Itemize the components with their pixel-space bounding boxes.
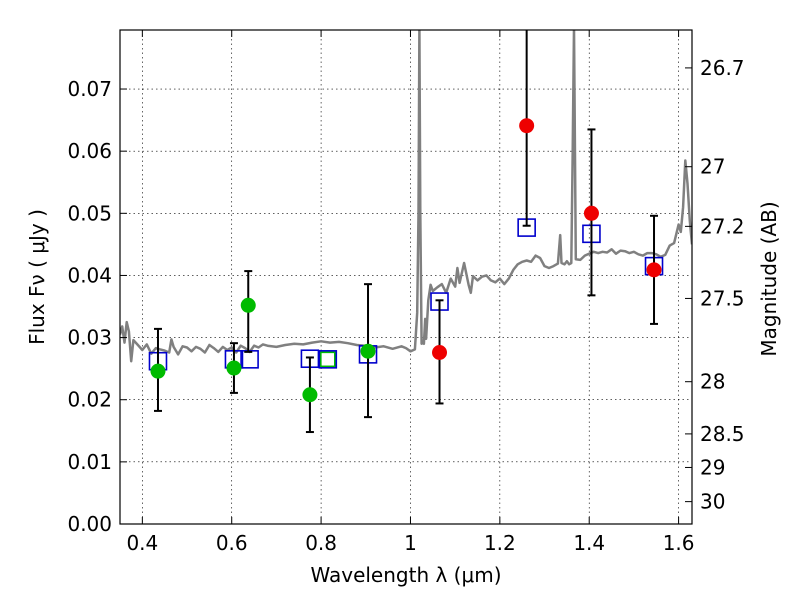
grid: [120, 30, 692, 525]
y-tick-label: 0.05: [67, 201, 112, 225]
green-data-point: [150, 363, 166, 379]
green-data-point: [240, 297, 256, 313]
y-tick-label: 0.06: [67, 139, 112, 163]
x-tick-label: 1.6: [663, 531, 695, 555]
y-tick-label: 0.00: [67, 512, 112, 536]
green-data-point: [302, 387, 318, 403]
x-tick-label: 1.4: [573, 531, 605, 555]
x-tick-label: 0.6: [216, 531, 248, 555]
right-tick-label: 27.5: [700, 286, 745, 310]
right-tick-label: 28.5: [700, 422, 745, 446]
red-data-point: [432, 344, 448, 360]
x-tick-label: 0.4: [126, 531, 158, 555]
model-square: [319, 351, 336, 368]
spectrum-layer: [120, 30, 692, 363]
x-tick-label: 1: [404, 531, 417, 555]
y-tick-label: 0.02: [67, 388, 112, 412]
green-data-point: [360, 343, 376, 359]
x-axis-label: Wavelength λ (μm): [310, 563, 501, 587]
red-data-point: [646, 262, 662, 278]
y-axis-label: Flux Fν ( μJy ): [25, 209, 49, 345]
model-square: [318, 350, 338, 369]
model-spectrum-line: [120, 30, 692, 363]
right-tick-label: 30: [700, 490, 725, 514]
right-tick-label: 27: [700, 155, 725, 179]
right-tick-label: 27.2: [700, 214, 745, 238]
data-points-layer: [150, 118, 662, 403]
right-y-axis-label: Magnitude (AB): [757, 201, 781, 356]
y-tick-label: 0.07: [67, 77, 112, 101]
y-tick-label: 0.04: [67, 263, 112, 287]
right-tick-label: 29: [700, 455, 725, 479]
red-data-point: [583, 205, 599, 221]
right-tick-label: 26.7: [700, 56, 745, 80]
red-data-point: [519, 118, 535, 134]
model-square: [240, 350, 259, 369]
right-tick-label: 28: [700, 370, 725, 394]
y-tick-label: 0.01: [67, 450, 112, 474]
x-tick-label: 0.8: [305, 531, 337, 555]
plot-frame: [119, 29, 693, 525]
x-tick-label: 1.2: [484, 531, 516, 555]
y-tick-label: 0.03: [67, 326, 112, 350]
axis-ticks: 0.4 0.6 0.8 1 1.2 1.4 1.6 0.00 0.01 0.02 0.03 0.04 0…: [67, 30, 745, 555]
green-data-point: [226, 360, 242, 376]
